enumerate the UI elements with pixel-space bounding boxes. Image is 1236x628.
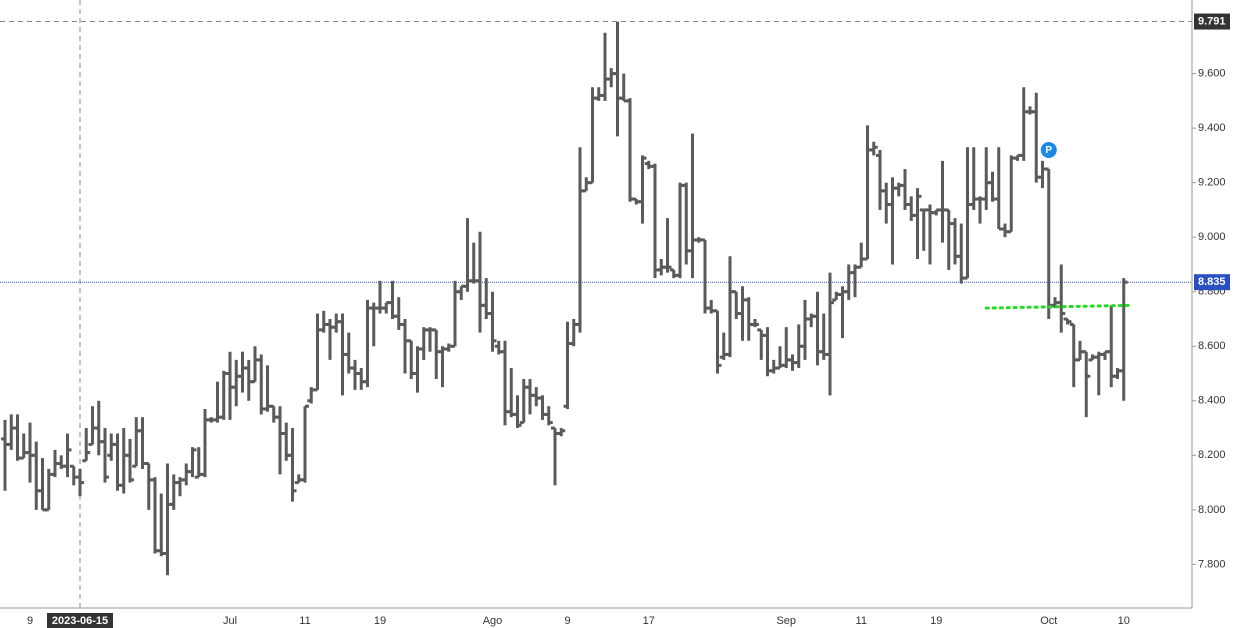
y-tick-label: 7.800 (1198, 558, 1226, 570)
crosshair-y-label: 9.791 (1198, 15, 1226, 27)
y-tick-label: 8.400 (1198, 395, 1226, 407)
x-tick-label: 11 (856, 615, 867, 627)
y-tick-label: 8.000 (1198, 504, 1226, 516)
y-tick-label: 9.600 (1198, 68, 1226, 80)
x-tick-label: Sep (776, 615, 796, 627)
x-tick-label: Ago (483, 615, 503, 627)
y-tick-label: 8.600 (1198, 340, 1226, 352)
crosshair-y-label-box (1194, 13, 1230, 30)
x-tick-label: 9 (564, 615, 570, 627)
marker (1040, 141, 1057, 158)
x-tick-label: 17 (643, 615, 655, 627)
crosshair-x-label: 2023-06-15 (52, 615, 108, 627)
x-tick-label: Jul (223, 615, 237, 627)
y-tick-label: 8.200 (1198, 449, 1226, 461)
x-tick-label: 9 (27, 615, 33, 627)
y-tick-label: 9.200 (1198, 177, 1226, 189)
y-tick-label: 9.400 (1198, 122, 1226, 134)
last-price-box (1194, 274, 1230, 291)
trend-line (984, 303, 1132, 310)
x-tick-label: 11 (299, 615, 310, 627)
x-tick-label: 10 (1118, 615, 1130, 627)
crosshair-x-label-box (47, 613, 113, 628)
x-tick-label: 19 (930, 615, 942, 627)
x-tick-label: 19 (374, 615, 386, 627)
x-tick-label: Oct (1040, 615, 1057, 627)
marker-label: P (1045, 145, 1052, 156)
y-tick-label: 9.000 (1198, 231, 1226, 243)
last-price-label: 8.835 (1198, 276, 1226, 288)
